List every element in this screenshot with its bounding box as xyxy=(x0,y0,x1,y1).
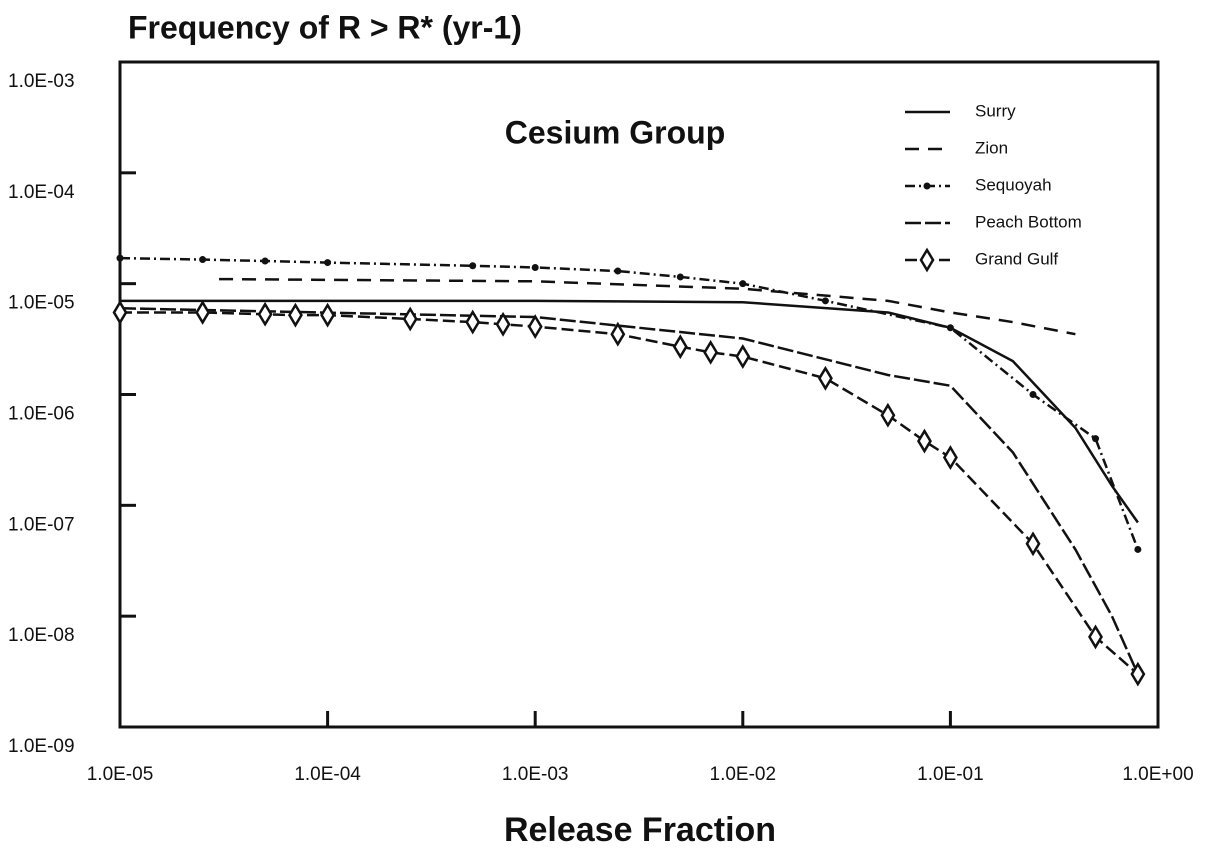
y-tick-label: 1.0E-08 xyxy=(8,625,75,646)
point xyxy=(527,314,543,340)
point xyxy=(614,267,622,275)
legend-marker xyxy=(923,182,931,190)
point xyxy=(261,257,269,265)
point xyxy=(821,297,829,305)
point xyxy=(739,280,747,288)
point xyxy=(703,339,719,365)
point xyxy=(1088,624,1103,650)
legend-label: Peach Bottom xyxy=(975,212,1082,231)
point xyxy=(610,321,626,347)
plot-frame xyxy=(118,60,1160,729)
point xyxy=(195,300,211,325)
y-tick-label: 1.0E-03 xyxy=(8,71,75,92)
point xyxy=(402,306,418,332)
point xyxy=(946,324,954,332)
point xyxy=(469,262,477,270)
point xyxy=(257,301,273,327)
point xyxy=(917,428,932,454)
point xyxy=(1130,661,1146,687)
series-line xyxy=(120,311,1139,676)
chart-title: Frequency of R > R* (yr-1) xyxy=(128,9,522,45)
point xyxy=(320,302,336,328)
x-tick-label: 1.0E-02 xyxy=(710,764,777,785)
point xyxy=(942,445,958,470)
point xyxy=(735,344,751,369)
legend-label: Surry xyxy=(975,101,1016,120)
series-line xyxy=(120,299,1139,524)
x-tick-label: 1.0E+00 xyxy=(1122,764,1193,785)
y-tick-label: 1.0E-09 xyxy=(8,736,75,757)
x-tick-label: 1.0E-05 xyxy=(87,764,154,785)
x-tick-label: 1.0E-03 xyxy=(502,764,569,785)
y-tick-label: 1.0E-04 xyxy=(8,182,75,203)
point xyxy=(465,309,481,335)
x-tick-label: 1.0E-04 xyxy=(294,764,361,785)
point xyxy=(112,300,128,325)
legend-marker xyxy=(919,247,935,273)
point xyxy=(287,302,303,328)
point xyxy=(672,334,688,360)
legend-label: Grand Gulf xyxy=(975,249,1058,268)
y-tick-label: 1.0E-07 xyxy=(8,514,75,535)
point xyxy=(1134,545,1142,553)
point xyxy=(324,259,332,267)
point xyxy=(116,254,124,262)
point xyxy=(817,365,833,391)
y-tick-label: 1.0E-05 xyxy=(8,293,75,314)
point xyxy=(676,273,684,281)
point xyxy=(495,311,511,337)
point xyxy=(531,263,539,271)
point xyxy=(880,402,896,428)
legend-label: Sequoyah xyxy=(975,175,1052,194)
x-axis-label: Release Fraction xyxy=(504,811,776,849)
point xyxy=(1029,391,1037,398)
series-line xyxy=(119,256,1140,550)
point xyxy=(199,256,207,264)
annotation: Cesium Group xyxy=(505,114,725,150)
point xyxy=(1092,435,1100,443)
legend-label: Zion xyxy=(975,138,1008,157)
series-line xyxy=(119,307,1140,675)
series-line xyxy=(219,277,1076,336)
y-tick-label: 1.0E-06 xyxy=(8,404,75,425)
point xyxy=(1025,531,1041,557)
x-tick-label: 1.0E-01 xyxy=(917,764,984,785)
